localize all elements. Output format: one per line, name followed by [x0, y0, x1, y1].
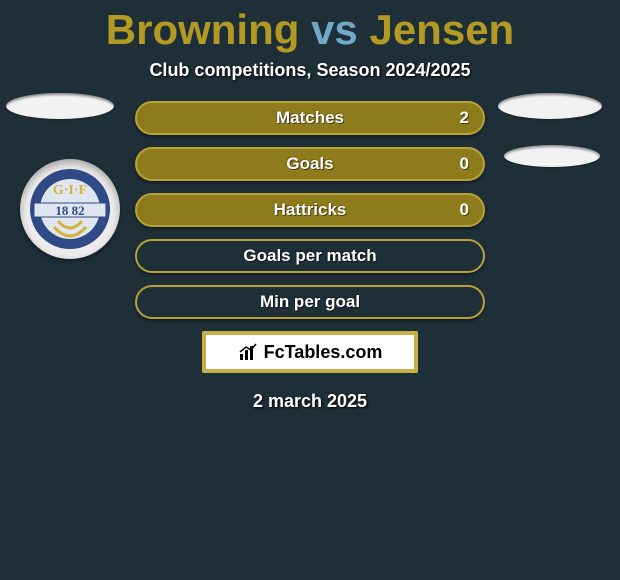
crest-bottom-text: 18 82	[55, 203, 84, 218]
page-title: Browning vs Jensen	[0, 0, 620, 54]
stat-value: 2	[460, 103, 469, 133]
crest-top-text: G·I·F	[53, 183, 87, 198]
stat-bar-goals-per-match: Goals per match	[135, 239, 485, 273]
stat-bar-goals: Goals0	[135, 147, 485, 181]
subtitle: Club competitions, Season 2024/2025	[0, 60, 620, 81]
title-player2: Jensen	[369, 6, 514, 53]
stat-label: Matches	[137, 103, 483, 133]
badge-text: FcTables.com	[264, 342, 383, 363]
stat-value: 0	[460, 149, 469, 179]
stat-bar-matches: Matches2	[135, 101, 485, 135]
stat-label: Hattricks	[137, 195, 483, 225]
stat-bar-min-per-goal: Min per goal	[135, 285, 485, 319]
stat-label: Goals per match	[137, 241, 483, 271]
club-crest: G·I·F 18 82	[20, 159, 120, 259]
comparison-stage: G·I·F 18 82 Matches2Goals0Hattricks0Goal…	[0, 101, 620, 412]
stat-bar-hattricks: Hattricks0	[135, 193, 485, 227]
title-vs: vs	[311, 6, 358, 53]
source-badge: FcTables.com	[202, 331, 418, 373]
title-player1: Browning	[106, 6, 300, 53]
right-ellipse-1	[498, 93, 602, 119]
left-ellipse	[6, 93, 114, 119]
stat-value: 0	[460, 195, 469, 225]
crest-svg: G·I·F 18 82	[28, 167, 112, 251]
date-text: 2 march 2025	[0, 391, 620, 412]
stat-label: Goals	[137, 149, 483, 179]
chart-icon	[238, 342, 258, 362]
stat-bars: Matches2Goals0Hattricks0Goals per matchM…	[135, 101, 485, 319]
right-ellipse-2	[504, 145, 600, 167]
stat-label: Min per goal	[137, 287, 483, 317]
